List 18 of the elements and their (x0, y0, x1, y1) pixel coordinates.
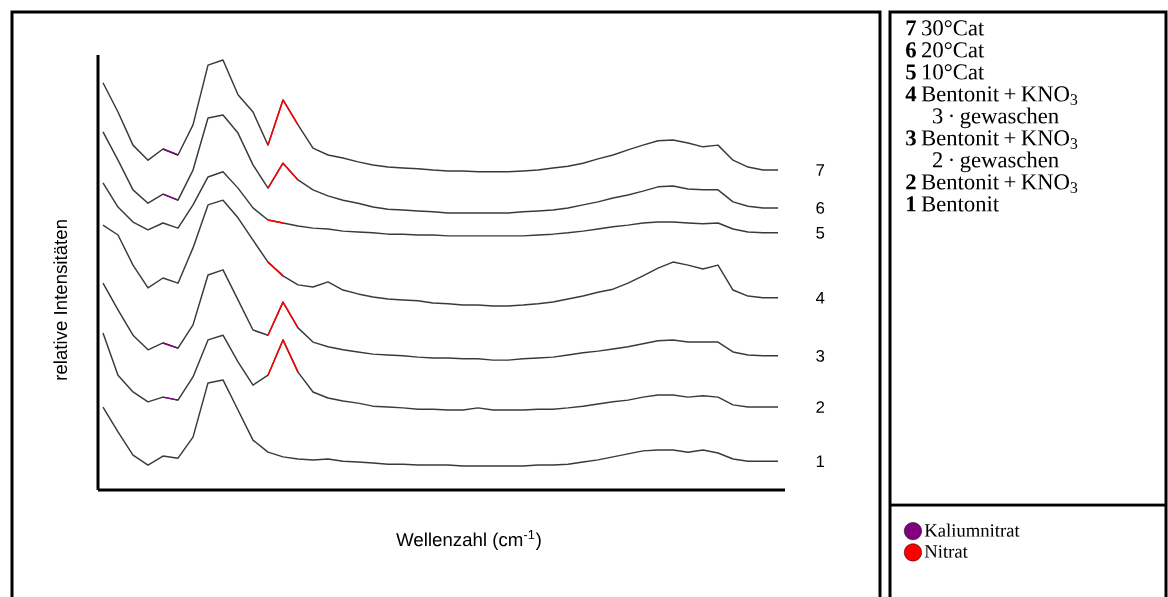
text: 6 (816, 202, 825, 214)
text: 1 Bentonit (907, 196, 1000, 212)
text: 2 Bentonit + KNO$_{3}$ (906, 174, 1078, 193)
text: 3 (816, 349, 825, 362)
text: 7 (816, 164, 825, 176)
text: 2 (816, 401, 825, 413)
text: 4 Bentonit + KNO$_{3}$ 3 · gewaschen (905, 86, 1078, 129)
text: 4 (815, 292, 825, 304)
text: 3 Bentonit + KNO$_{3}$ 2 · gewaschen (906, 130, 1078, 173)
text: 7 30°Cat (906, 20, 985, 36)
x-axis-title: Wellenzahl (cm$^{-1}$) (396, 530, 541, 550)
text: 5 (816, 227, 825, 239)
y-axis-title: relative Intensitäten (53, 220, 68, 380)
text: 1 (816, 455, 825, 467)
legend-label: Kaliumnitrat (924, 523, 1020, 537)
text: 5 10°Cat (906, 64, 985, 80)
legend-label: Nitrat (924, 545, 968, 558)
text: 6 20°Cat (906, 42, 985, 58)
